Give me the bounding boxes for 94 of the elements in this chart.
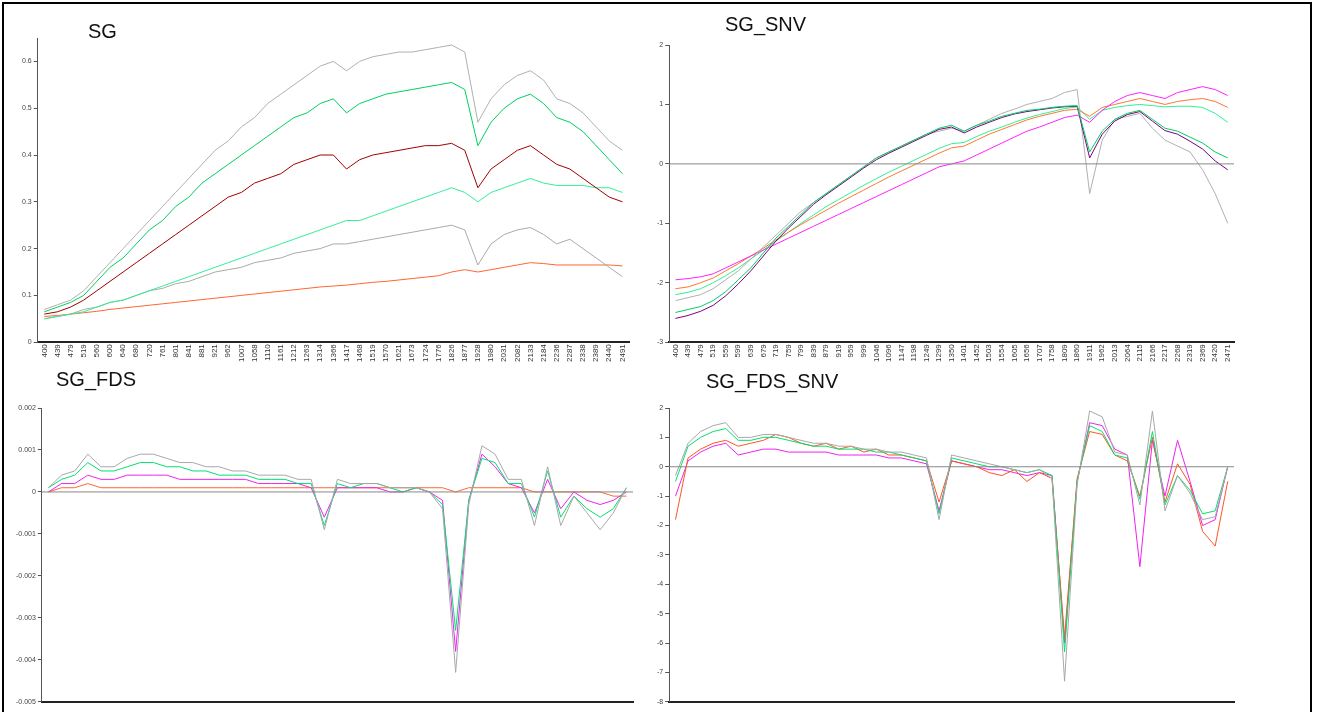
x-tick-label: 1198	[909, 343, 919, 362]
x-tick-label: 559	[720, 343, 730, 358]
x-tick-label: 1096	[884, 343, 894, 362]
x-tick-label: 881	[197, 343, 207, 358]
x-tick-label: 2082	[512, 343, 522, 362]
x-tick-label: 1758	[1047, 343, 1057, 362]
x-tick-label: 1911	[1084, 343, 1094, 362]
x-tick-label: 959	[846, 343, 856, 358]
x-tick-label: 2287	[565, 343, 575, 362]
x-tick-label: 1299	[934, 343, 944, 362]
x-tick-label: 2166	[1147, 343, 1157, 362]
x-tick-label: 439	[683, 343, 693, 358]
x-tick-label: 1046	[871, 343, 881, 362]
x-tick-label: 2440	[604, 343, 614, 362]
x-tick-label: 799	[796, 343, 806, 358]
x-tick-label: 400	[670, 343, 680, 358]
x-tick-label: 719	[771, 343, 781, 358]
x-tick-label: 2133	[525, 343, 535, 362]
x-tick-label: 640	[118, 343, 128, 358]
x-tick-label: 1621	[394, 343, 404, 362]
x-tick-label: 1161	[276, 343, 286, 362]
x-tick-label: 759	[783, 343, 793, 358]
x-tick-label: 599	[733, 343, 743, 358]
x-tick-label: 1350	[946, 343, 956, 362]
x-tick-label: 2319	[1185, 343, 1195, 362]
x-tick-label: 1570	[381, 343, 391, 362]
x-tick-label: 1401	[959, 343, 969, 362]
x-tick-label: 1656	[1022, 343, 1032, 362]
x-tick-label: 999	[858, 343, 868, 358]
x-tick-label: 1776	[433, 343, 443, 362]
x-tick-label: 2013	[1109, 343, 1119, 362]
x-tick-label: 439	[52, 343, 62, 358]
x-tick-label: 1263	[302, 343, 312, 362]
x-tick-label: 1928	[473, 343, 483, 362]
x-tick-label: 1554	[997, 343, 1007, 362]
x-tick-label: 479	[695, 343, 705, 358]
x-tick-label: 2184	[538, 343, 548, 362]
x-tick-label: 1147	[896, 343, 906, 362]
x-tick-label: 2491	[617, 343, 627, 362]
x-tick-label: 2031	[499, 343, 509, 362]
chart-title: SG_FDS_SNV	[706, 370, 839, 393]
x-tick-label: 2389	[591, 343, 601, 362]
x-tick-label: 2217	[1160, 343, 1170, 362]
x-tick-label: 1468	[354, 343, 364, 362]
x-tick-label: 1809	[1059, 343, 1069, 362]
x-tick-label: 1058	[249, 343, 259, 362]
x-tick-label: 639	[746, 343, 756, 358]
x-tick-label: 1417	[341, 343, 351, 362]
x-tick-label: 1673	[407, 343, 417, 362]
x-tick-label: 1707	[1034, 343, 1044, 362]
x-tick-label: 680	[131, 343, 141, 358]
x-tick-label: 1110	[262, 343, 272, 361]
x-tick-label: 761	[157, 343, 167, 358]
chart-title: SG	[88, 20, 117, 43]
x-tick-label: 1452	[971, 343, 981, 362]
x-tick-label: 720	[144, 343, 154, 358]
x-tick-label: 1860	[1072, 343, 1082, 362]
x-tick-label: 2115	[1135, 343, 1145, 362]
x-tick-label: 1826	[446, 343, 456, 362]
x-tick-label: 962	[223, 343, 233, 358]
x-tick-label: 1724	[420, 343, 430, 362]
x-tick-label: 679	[758, 343, 768, 358]
x-tick-label: 921	[210, 343, 220, 358]
x-tick-label: 2064	[1122, 343, 1132, 362]
x-tick-label: 879	[821, 343, 831, 358]
x-tick-label: 400	[39, 343, 49, 358]
x-tick-label: 1503	[984, 343, 994, 362]
x-tick-label: 2338	[578, 343, 588, 362]
x-tick-label: 1980	[486, 343, 496, 362]
chart-title: SG_FDS	[56, 368, 137, 391]
x-tick-label: 841	[184, 343, 194, 358]
x-tick-label: 2268	[1172, 343, 1182, 362]
x-tick-label: 560	[92, 343, 102, 358]
x-tick-label: 519	[78, 343, 88, 358]
x-tick-label: 919	[833, 343, 843, 358]
chart-title: SG_SNV	[725, 13, 807, 36]
x-tick-label: 2369	[1197, 343, 1207, 362]
x-tick-label: 1007	[236, 343, 246, 362]
x-tick-label: 600	[105, 343, 115, 358]
x-tick-label: 519	[708, 343, 718, 358]
x-tick-label: 1366	[328, 343, 338, 362]
x-tick-label: 1519	[367, 343, 377, 362]
x-tick-label: 479	[65, 343, 75, 358]
x-tick-label: 1962	[1097, 343, 1107, 362]
x-tick-label: 1605	[1009, 343, 1019, 362]
x-tick-label: 1212	[289, 343, 299, 362]
x-tick-label: 1314	[315, 343, 325, 362]
x-tick-label: 2471	[1222, 343, 1232, 362]
x-tick-label: 1249	[921, 343, 931, 362]
x-tick-label: 801	[170, 343, 180, 358]
x-tick-label: 2236	[551, 343, 561, 362]
x-tick-label: 2420	[1210, 343, 1220, 362]
x-tick-label: 1877	[459, 343, 469, 362]
x-tick-label: 839	[808, 343, 818, 358]
